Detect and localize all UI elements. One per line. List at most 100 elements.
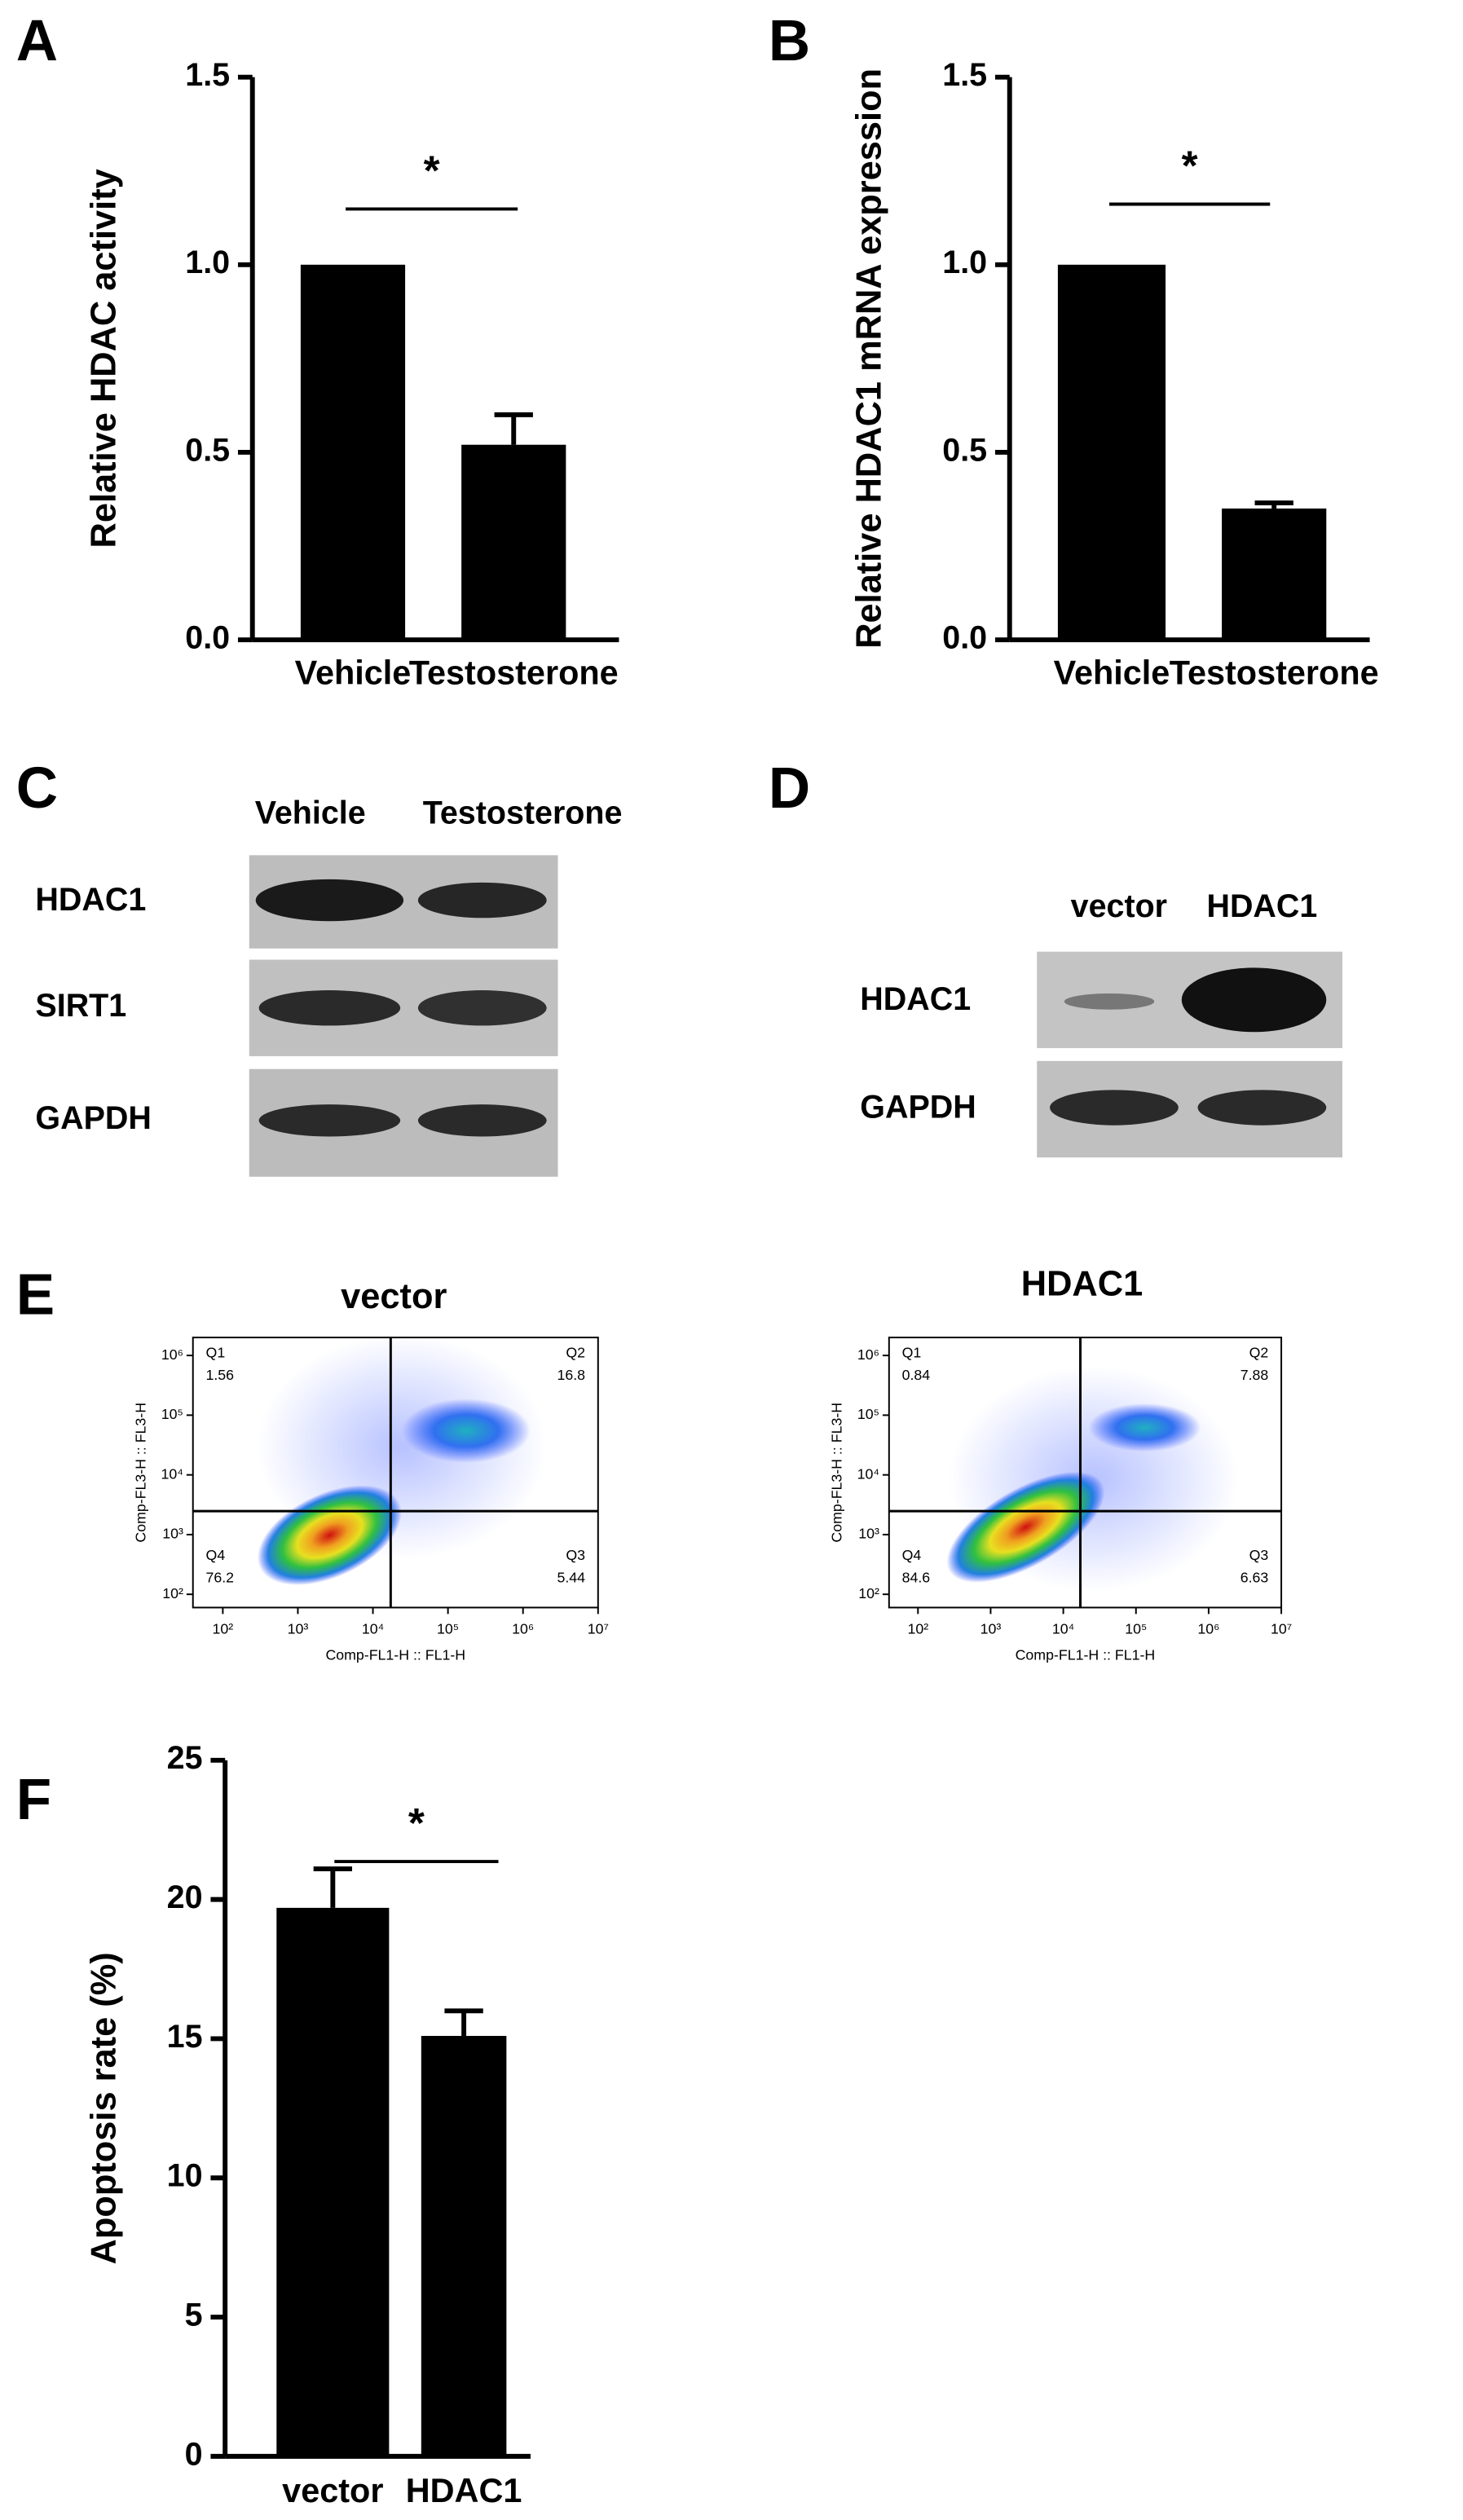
x-tick-label: 10⁶	[1197, 1621, 1219, 1637]
x-tick-label: Testosterone	[409, 654, 619, 691]
x-tick-label: 10²	[907, 1621, 928, 1637]
blot-column-label: Vehicle	[255, 795, 366, 830]
blot-band	[417, 990, 547, 1026]
quadrant-value: 6.63	[1240, 1570, 1269, 1586]
y-tick-label: 10	[167, 2158, 203, 2194]
quadrant-value: 7.88	[1240, 1367, 1269, 1383]
blot-band	[417, 1104, 547, 1137]
quadrant-value: 84.6	[902, 1570, 931, 1586]
plot-title: vector	[341, 1277, 447, 1316]
blot-row-label: SIRT1	[35, 988, 126, 1024]
y-tick-label: 10³	[162, 1526, 183, 1542]
quadrant-name: Q1	[206, 1344, 226, 1360]
significance-mark: *	[1182, 143, 1198, 189]
plot-frame	[888, 1337, 1283, 1609]
panel-label: A	[16, 9, 58, 73]
y-tick-label: 10⁵	[857, 1406, 879, 1422]
blot-band	[258, 990, 401, 1026]
y-axis-title: Comp-FL3-H :: FL3-H	[828, 1403, 844, 1543]
y-tick-label: 0.0	[942, 619, 987, 655]
blot-column-label: vector	[1071, 888, 1167, 924]
blot-band	[417, 882, 547, 919]
bar	[421, 2036, 507, 2456]
quadrant-name: Q2	[566, 1344, 585, 1360]
density-cloud	[1088, 1403, 1201, 1452]
x-tick-label: Testosterone	[1170, 654, 1379, 691]
x-tick-label: 10⁶	[512, 1621, 534, 1637]
blot-band	[1050, 1090, 1179, 1126]
x-tick-label: 10³	[980, 1621, 1002, 1637]
blot-band	[1181, 967, 1327, 1033]
y-tick-label: 1.5	[185, 57, 230, 93]
blot-band	[255, 879, 404, 922]
quadrant-name: Q4	[902, 1547, 922, 1563]
y-tick-label: 15	[167, 2019, 203, 2055]
x-tick-label: 10²	[213, 1621, 234, 1637]
blot-row-label: HDAC1	[860, 981, 971, 1017]
quadrant-value: 76.2	[206, 1570, 235, 1586]
blot-band	[258, 1104, 401, 1137]
quadrant-name: Q4	[206, 1547, 226, 1563]
panel-label: E	[16, 1262, 55, 1327]
quadrant-name: Q1	[902, 1344, 922, 1360]
panel-label: D	[769, 756, 810, 821]
x-tick-label: 10⁷	[588, 1621, 609, 1637]
quadrant-value: 16.8	[557, 1367, 585, 1383]
plot-frame	[192, 1337, 599, 1609]
y-axis-title: Relative HDAC activity	[85, 169, 124, 548]
x-axis-title: Comp-FL1-H :: FL1-H	[325, 1646, 465, 1663]
quadrant-name: Q2	[1249, 1344, 1269, 1360]
y-tick-label: 0.0	[185, 619, 230, 655]
y-tick-label: 10³	[858, 1526, 879, 1542]
significance-mark: *	[408, 1800, 425, 1846]
density-cloud	[402, 1399, 531, 1463]
x-tick-label: Vehicle	[1054, 654, 1170, 691]
y-tick-label: 20	[167, 1879, 203, 1915]
y-tick-label: 10²	[858, 1585, 879, 1601]
density-cloud	[946, 1471, 1105, 1583]
bar	[461, 444, 566, 641]
quadrant-value: 5.44	[557, 1570, 585, 1586]
blot-row-label: GAPDH	[860, 1089, 976, 1125]
blot-c	[249, 855, 558, 1177]
panel-label: F	[16, 1768, 51, 1832]
y-tick-label: 10⁵	[161, 1406, 183, 1422]
y-tick-label: 1.5	[942, 57, 987, 93]
x-tick-label: vector	[282, 2472, 383, 2509]
blot-band	[1064, 993, 1155, 1010]
quadrant-value: 1.56	[206, 1367, 235, 1383]
x-tick-label: 10⁵	[437, 1621, 459, 1637]
quadrant-name: Q3	[566, 1547, 585, 1563]
quadrant-name: Q3	[1249, 1547, 1269, 1563]
bar	[1222, 508, 1327, 641]
blot-band	[1197, 1090, 1327, 1126]
bar	[276, 1907, 390, 2456]
y-tick-label: 0	[185, 2436, 203, 2472]
blot-column-label: HDAC1	[1206, 888, 1317, 924]
y-axis-title: Comp-FL3-H :: FL3-H	[132, 1403, 148, 1543]
panel-label: B	[769, 9, 810, 73]
y-tick-label: 0.5	[942, 432, 987, 468]
panel-label: C	[16, 756, 58, 821]
y-tick-label: 25	[167, 1740, 203, 1776]
y-tick-label: 10⁴	[857, 1465, 879, 1482]
bar	[1057, 264, 1166, 641]
blot-d	[1037, 951, 1343, 1158]
x-axis-title: Comp-FL1-H :: FL1-H	[1016, 1646, 1156, 1663]
y-tick-label: 10⁴	[161, 1465, 183, 1482]
plot-title: HDAC1	[1021, 1264, 1143, 1303]
x-tick-label: 10⁷	[1271, 1621, 1292, 1637]
blot-row-label: HDAC1	[35, 882, 146, 918]
flow-density	[257, 1334, 1238, 1592]
x-tick-label: 10³	[288, 1621, 309, 1637]
x-tick-label: HDAC1	[406, 2472, 522, 2509]
blot-column-label: Testosterone	[423, 795, 623, 830]
x-tick-label: 10⁵	[1125, 1621, 1147, 1637]
y-tick-label: 5	[185, 2297, 203, 2333]
significance-mark: *	[424, 148, 440, 194]
y-tick-label: 1.0	[185, 245, 230, 280]
y-axis-title: Relative HDAC1 mRNA expression	[850, 68, 889, 649]
y-tick-label: 10⁶	[161, 1346, 183, 1363]
